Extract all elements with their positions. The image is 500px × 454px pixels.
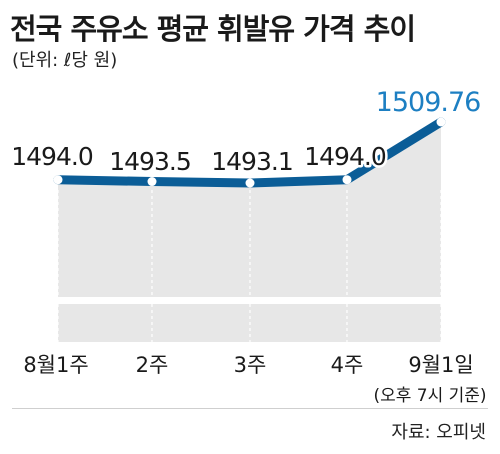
data-label: 1494.0 xyxy=(304,142,386,171)
data-point xyxy=(436,117,446,127)
data-label: 1493.5 xyxy=(109,147,190,176)
data-label: 1493.1 xyxy=(211,147,292,176)
data-label-halo: 1494.0 xyxy=(304,142,386,171)
divider xyxy=(12,408,488,409)
data-point xyxy=(245,178,255,188)
unit-label: (단위: ℓ당 원) xyxy=(12,50,118,71)
data-label-halo: 1509.76 xyxy=(376,87,481,118)
category-label: 3주 xyxy=(234,353,267,377)
category-label: 4주 xyxy=(331,353,364,377)
data-point xyxy=(147,177,157,187)
category-label: 9월1일 xyxy=(408,353,473,377)
data-label-halo: 1494.0 xyxy=(11,142,93,171)
data-label-halo: 1493.5 xyxy=(109,147,190,176)
source-label: 자료: 오피넷 xyxy=(391,422,486,443)
category-label: 2주 xyxy=(136,353,169,377)
data-label-halo: 1493.1 xyxy=(211,147,292,176)
chart-title: 전국 주유소 평균 휘발유 가격 추이 xyxy=(10,12,416,46)
data-label: 1494.0 xyxy=(11,142,93,171)
data-label: 1509.76 xyxy=(376,87,481,118)
category-label: 8월1주 xyxy=(23,353,88,377)
time-note: (오후 7시 기준) xyxy=(373,386,486,406)
data-point xyxy=(342,175,352,185)
data-point xyxy=(53,175,63,185)
